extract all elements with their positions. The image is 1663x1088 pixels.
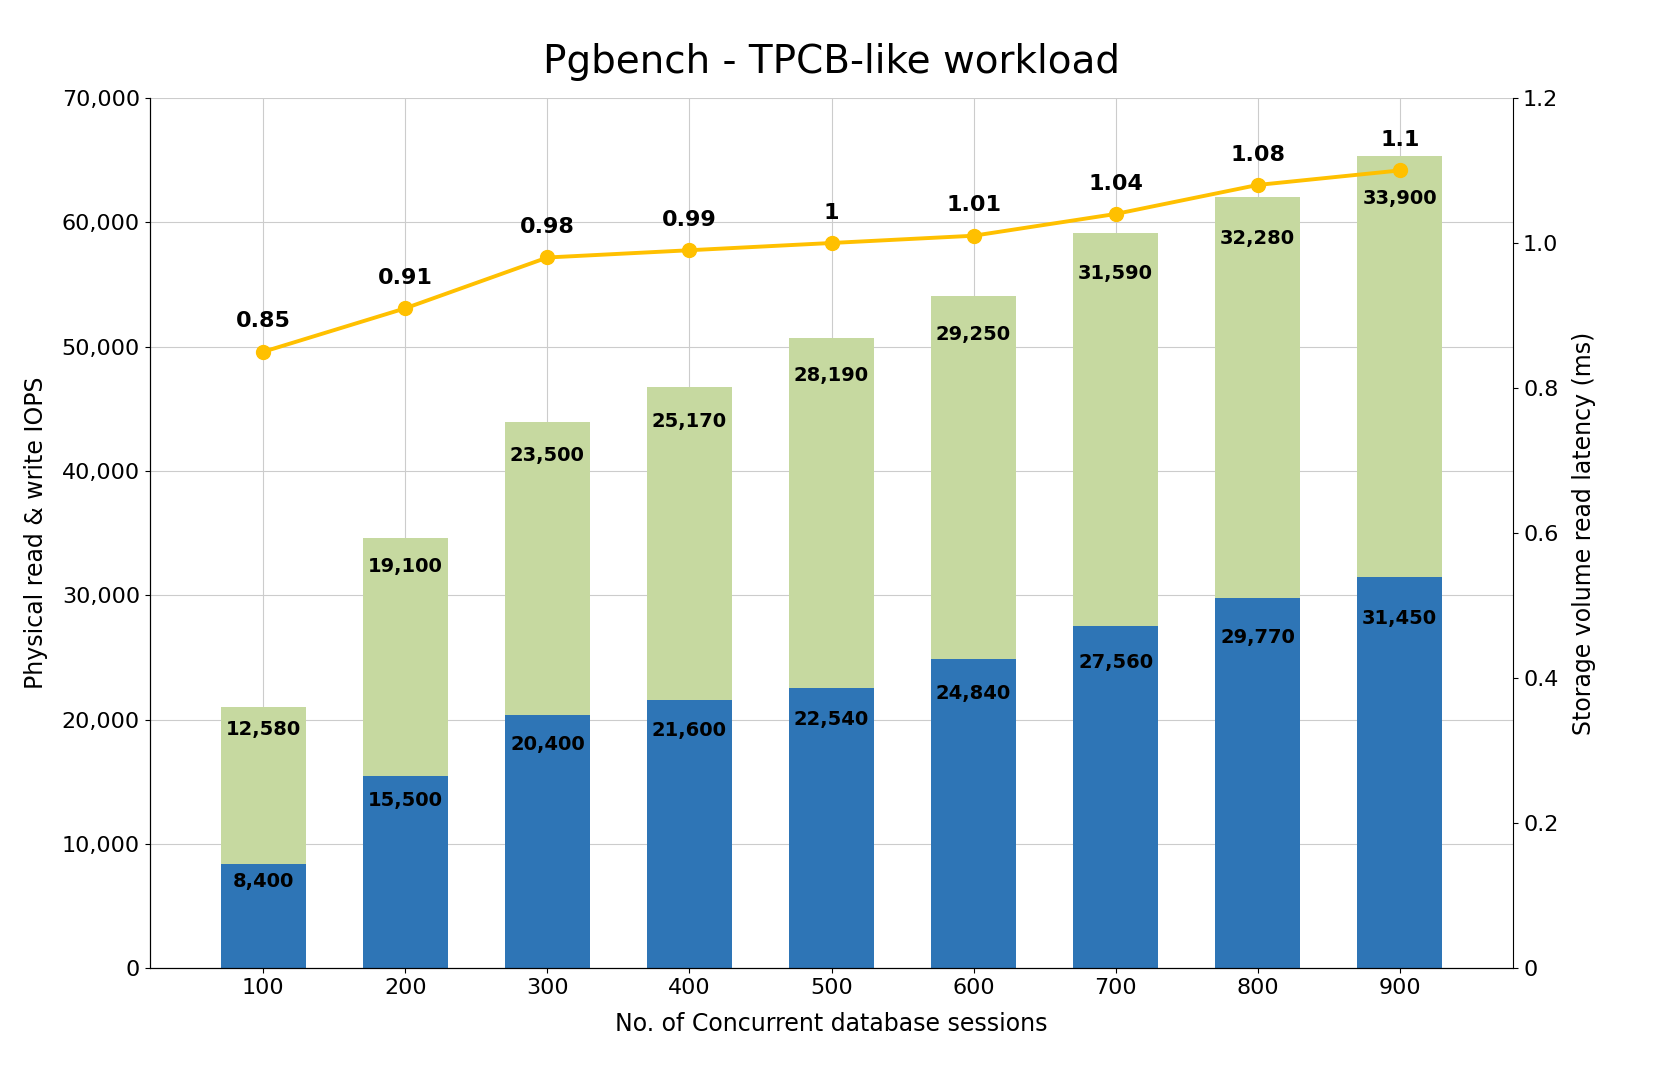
Text: 29,250: 29,250 [936, 325, 1011, 344]
Bar [506, 422, 590, 715]
Bar [1216, 598, 1300, 968]
Text: 23,500: 23,500 [511, 446, 585, 465]
Title: Pgbench - TPCB-like workload: Pgbench - TPCB-like workload [544, 42, 1119, 81]
Text: 28,190: 28,190 [793, 366, 870, 384]
Text: 1.08: 1.08 [1231, 145, 1285, 164]
Bar [647, 386, 732, 700]
Text: 8,400: 8,400 [233, 873, 294, 891]
Text: 1: 1 [823, 202, 840, 223]
Bar [1357, 578, 1442, 968]
Bar [1073, 626, 1157, 968]
Text: 0.91: 0.91 [378, 268, 432, 288]
X-axis label: No. of Concurrent database sessions: No. of Concurrent database sessions [615, 1012, 1048, 1036]
Text: 31,450: 31,450 [1362, 608, 1437, 628]
Text: 22,540: 22,540 [793, 710, 870, 729]
Text: 0.98: 0.98 [521, 218, 575, 237]
Text: 29,770: 29,770 [1221, 628, 1295, 646]
Bar [363, 539, 447, 776]
Bar [221, 707, 306, 864]
Text: 1.1: 1.1 [1380, 131, 1420, 150]
Text: 24,840: 24,840 [936, 684, 1011, 703]
Bar [931, 296, 1016, 659]
Text: 25,170: 25,170 [652, 411, 727, 431]
Text: 1.01: 1.01 [946, 196, 1001, 215]
Text: 21,600: 21,600 [652, 721, 727, 740]
Bar [931, 659, 1016, 968]
Text: 31,590: 31,590 [1078, 264, 1152, 283]
Text: 1.04: 1.04 [1088, 174, 1142, 194]
Text: 19,100: 19,100 [368, 557, 442, 576]
Text: 12,580: 12,580 [226, 720, 301, 739]
Text: 27,560: 27,560 [1078, 653, 1152, 672]
Bar [506, 715, 590, 968]
Text: 32,280: 32,280 [1221, 228, 1295, 248]
Bar [788, 337, 875, 688]
Text: 33,900: 33,900 [1362, 189, 1437, 209]
Y-axis label: Physical read & write IOPS: Physical read & write IOPS [23, 376, 48, 690]
Text: 0.99: 0.99 [662, 210, 717, 230]
Bar [1357, 156, 1442, 578]
Bar [363, 776, 447, 968]
Text: 20,400: 20,400 [511, 735, 585, 754]
Bar [221, 864, 306, 968]
Bar [1073, 233, 1157, 626]
Bar [647, 700, 732, 968]
Y-axis label: Storage volume read latency (ms): Storage volume read latency (ms) [1572, 332, 1596, 734]
Bar [788, 688, 875, 968]
Bar [1216, 197, 1300, 598]
Text: 0.85: 0.85 [236, 311, 291, 332]
Text: 15,500: 15,500 [368, 791, 442, 809]
